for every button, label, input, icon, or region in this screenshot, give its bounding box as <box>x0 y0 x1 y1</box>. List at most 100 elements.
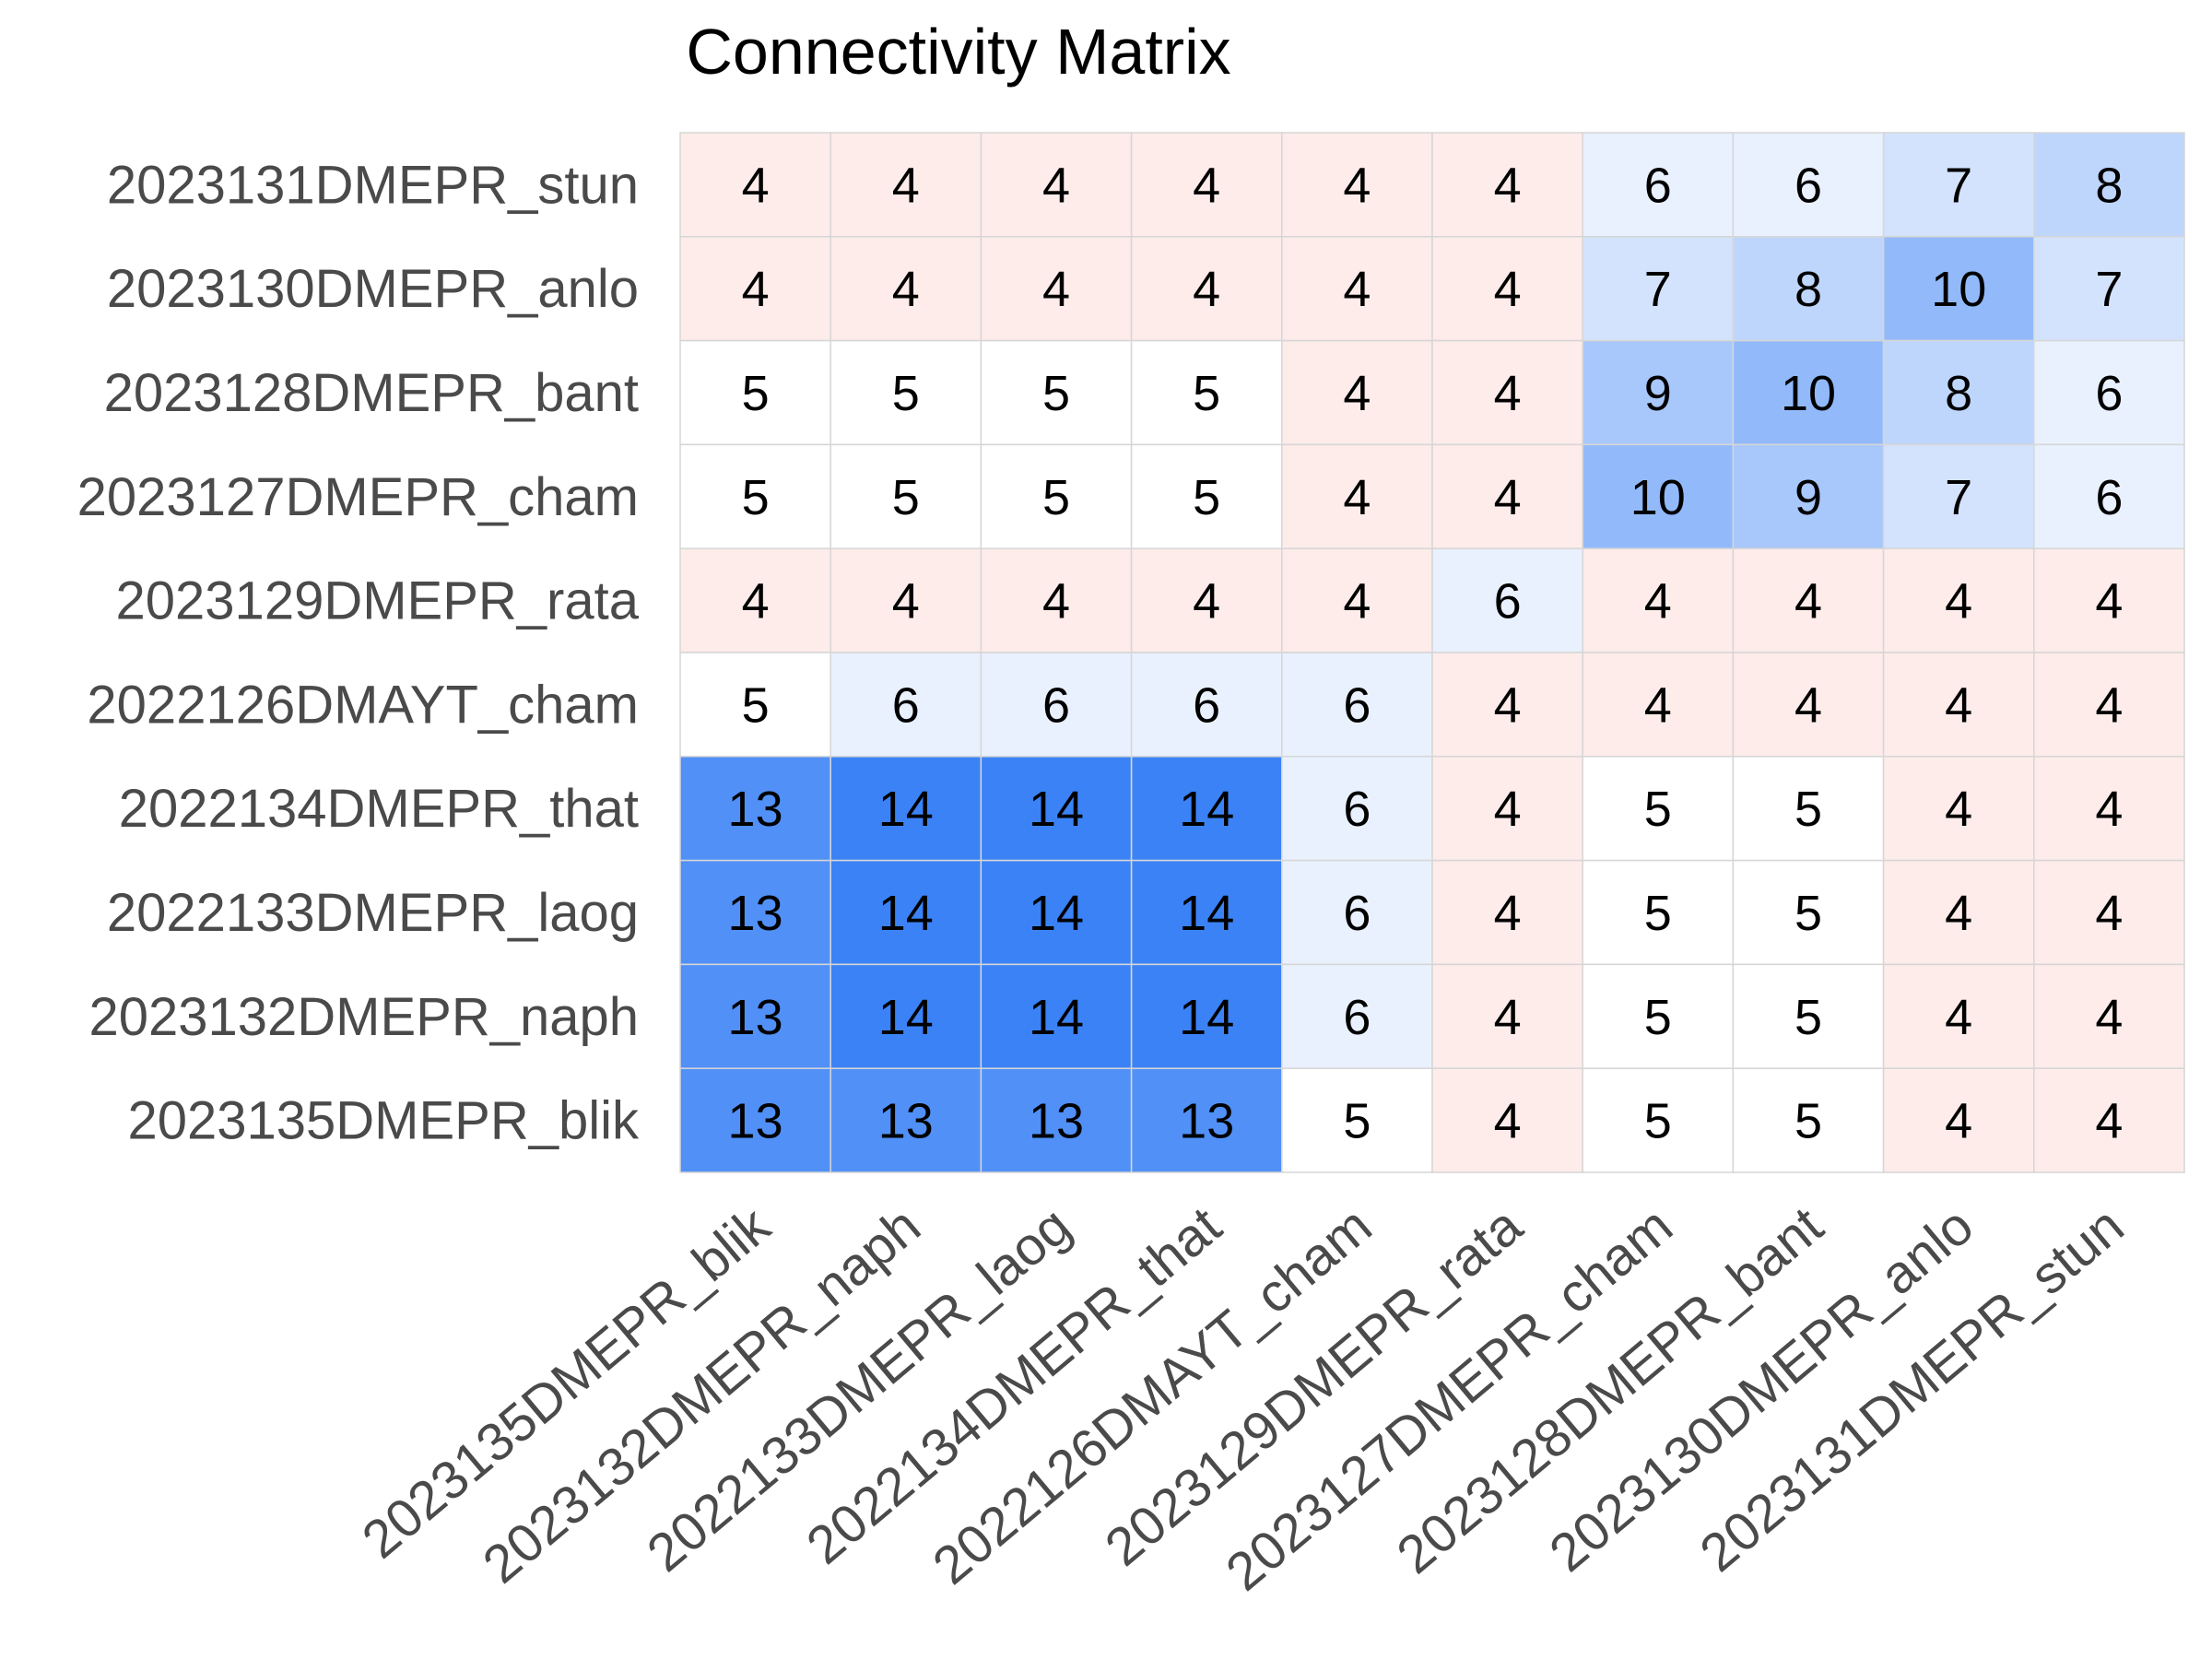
heatmap-cell <box>1431 236 1583 342</box>
heatmap-cell <box>830 1067 982 1173</box>
heatmap-cell <box>1882 756 2035 862</box>
cell-value-label: 4 <box>1494 990 1522 1045</box>
cell-value-label: 6 <box>1343 677 1371 733</box>
heatmap-cell <box>1582 547 1735 653</box>
cell-value-label: 6 <box>1644 158 1672 213</box>
row-label: 2022134DMEPR_that <box>119 779 639 839</box>
heatmap-cell <box>1281 652 1433 758</box>
cell-value-label: 14 <box>878 886 934 941</box>
heatmap-cell <box>1130 756 1283 862</box>
cell-value-label: 4 <box>1945 1094 1972 1149</box>
heatmap-cell <box>679 652 831 758</box>
row-label: 2023127DMEPR_cham <box>77 467 639 527</box>
heatmap-cell <box>980 1067 1133 1173</box>
cell-value-label: 4 <box>2095 1094 2123 1149</box>
heatmap-cell <box>2033 859 2185 966</box>
heatmap-cell <box>1431 547 1583 653</box>
heatmap-cell <box>1582 652 1735 758</box>
row-label: 2023129DMEPR_rata <box>116 571 640 631</box>
cell-value-label: 10 <box>1630 470 1686 525</box>
cell-value-label: 13 <box>728 990 783 1045</box>
cell-value-label: 6 <box>1343 886 1371 941</box>
cell-value-label: 4 <box>1945 677 1972 733</box>
heatmap-cell <box>1281 547 1433 653</box>
heatmap-cell <box>1732 859 1885 966</box>
heatmap-cell <box>1281 339 1433 446</box>
cell-value-label: 5 <box>1042 366 1070 421</box>
cell-value-label: 4 <box>2095 574 2123 629</box>
cell-value-label: 10 <box>1781 366 1836 421</box>
heatmap-cell <box>1582 443 1735 549</box>
heatmap-cell <box>1732 1067 1885 1173</box>
cell-value-label: 8 <box>1945 366 1972 421</box>
heatmap-cell <box>1431 652 1583 758</box>
cell-value-label: 7 <box>1945 158 1972 213</box>
heatmap-cell <box>1732 756 1885 862</box>
cell-value-label: 4 <box>1343 158 1371 213</box>
heatmap-cell <box>1130 859 1283 966</box>
cell-value-label: 4 <box>892 262 920 317</box>
row-labels: 2023131DMEPR_stun 2023130DMEPR_anlo 202312… <box>77 155 640 1150</box>
heatmap-cell <box>1882 339 2035 446</box>
heatmap-cell <box>1431 859 1583 966</box>
column-labels: 2023135DMEPR_blik2023132DMEPR_naph202213… <box>351 1195 2135 1603</box>
cell-value-label: 4 <box>892 574 920 629</box>
cell-value-label: 4 <box>1343 366 1371 421</box>
cell-value-label: 5 <box>1794 782 1822 837</box>
cell-value-label: 5 <box>1644 782 1672 837</box>
cell-value-label: 14 <box>1029 782 1084 837</box>
cell-value-label: 5 <box>1644 1094 1672 1149</box>
cell-value-label: 4 <box>1042 158 1070 213</box>
cell-value-label: 5 <box>742 366 770 421</box>
cell-value-label: 4 <box>1042 574 1070 629</box>
cell-value-label: 7 <box>1945 470 1972 525</box>
cell-value-label: 9 <box>1644 366 1672 421</box>
cell-value-label: 8 <box>1794 262 1822 317</box>
heatmap-cell <box>679 756 831 862</box>
cell-value-label: 6 <box>1193 677 1220 733</box>
row-label: 2022126DMAYT_cham <box>87 675 639 735</box>
cell-value-label: 5 <box>1042 470 1070 525</box>
heatmap-cell <box>1431 443 1583 549</box>
cell-value-label: 6 <box>1494 574 1522 629</box>
heatmap-cell <box>1281 859 1433 966</box>
cell-value-label: 4 <box>1794 574 1822 629</box>
heatmap-cell <box>1431 963 1583 1069</box>
cell-value-label: 4 <box>1494 1094 1522 1149</box>
heatmap-cell <box>1882 652 2035 758</box>
heatmap-cell <box>830 547 982 653</box>
heatmap-cell <box>1130 236 1283 342</box>
cell-value-label: 5 <box>892 366 920 421</box>
cell-value-label: 4 <box>1343 470 1371 525</box>
cell-value-label: 4 <box>1494 677 1522 733</box>
heatmap-cell <box>679 339 831 446</box>
heatmap-cell <box>1281 443 1433 549</box>
cell-value-label: 5 <box>1343 1094 1371 1149</box>
heatmap-cell <box>830 339 982 446</box>
cell-value-label: 4 <box>2095 990 2123 1045</box>
heatmap-cell <box>980 652 1133 758</box>
cell-value-label: 14 <box>1179 990 1234 1045</box>
heatmap-cell <box>980 547 1133 653</box>
heatmap-cell <box>1882 547 2035 653</box>
cell-value-label: 4 <box>1494 470 1522 525</box>
cell-value-label: 6 <box>1042 677 1070 733</box>
cell-value-label: 4 <box>2095 886 2123 941</box>
cell-value-label: 6 <box>1343 990 1371 1045</box>
cell-value-label: 4 <box>742 158 770 213</box>
cell-value-label: 6 <box>1343 782 1371 837</box>
cell-value-label: 8 <box>2095 158 2123 213</box>
heatmap-cell <box>679 443 831 549</box>
cell-value-label: 6 <box>1794 158 1822 213</box>
cell-value-label: 7 <box>2095 262 2123 317</box>
cell-value-label: 5 <box>742 677 770 733</box>
heatmap-cell <box>1732 132 1885 238</box>
heatmap-cell <box>679 132 831 238</box>
cell-value-label: 5 <box>742 470 770 525</box>
cell-value-label: 4 <box>1494 782 1522 837</box>
cell-value-label: 4 <box>742 574 770 629</box>
heatmap-cell <box>1732 963 1885 1069</box>
cell-value-label: 4 <box>1945 990 1972 1045</box>
cell-value-label: 4 <box>1794 677 1822 733</box>
